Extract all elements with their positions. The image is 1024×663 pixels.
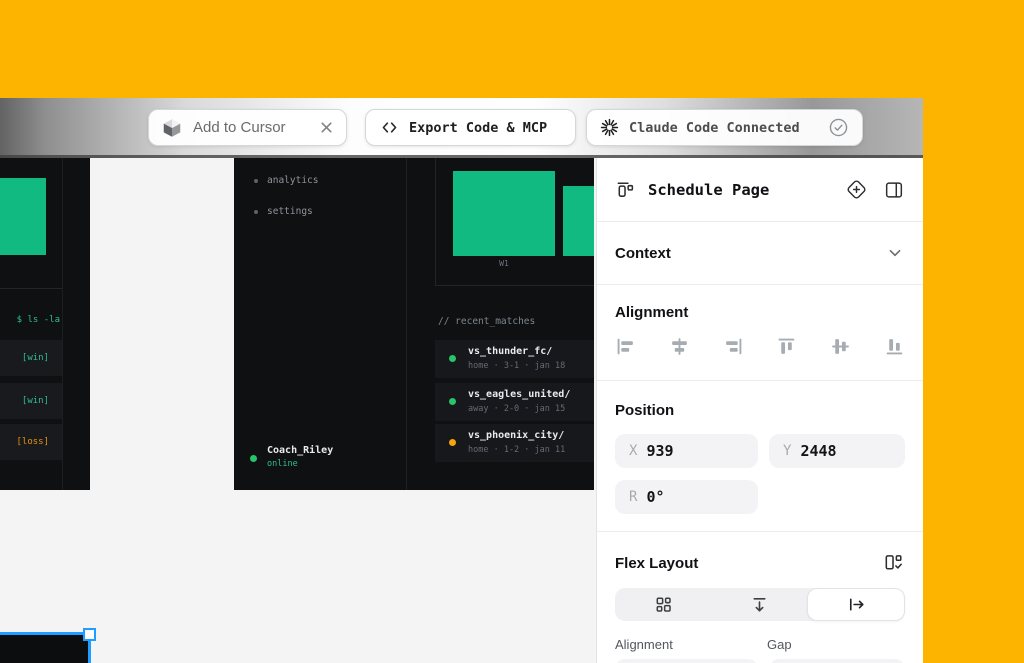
diamond-plus-icon[interactable]	[845, 178, 868, 201]
terminal-result-row: [win]	[0, 340, 62, 376]
claude-starburst-icon	[600, 118, 619, 137]
x-position-field[interactable]: X 939	[615, 434, 758, 468]
align-bottom-icon[interactable]	[884, 336, 905, 357]
terminal-command: $ ls -la	[16, 315, 60, 325]
bullet-icon	[254, 178, 258, 183]
sidebar-item-analytics[interactable]: analytics	[254, 175, 318, 186]
align-h-center-icon[interactable]	[669, 336, 690, 357]
add-to-cursor-button[interactable]: Add to Cursor	[148, 109, 347, 146]
online-status-dot	[250, 455, 257, 462]
rotation-field[interactable]: R 0°	[615, 480, 758, 514]
selection-title: Schedule Page	[648, 180, 770, 199]
win-dot-icon	[449, 398, 456, 405]
sidebar-item-settings[interactable]: settings	[254, 206, 313, 217]
bar-label: W1	[499, 259, 509, 268]
match-row[interactable]: vs_eagles_united/ away · 2-0 · jan 15	[435, 383, 594, 421]
add-to-cursor-label: Add to Cursor	[193, 119, 286, 136]
export-code-button[interactable]: Export Code & MCP	[365, 109, 576, 146]
chart-bar[interactable]	[563, 186, 594, 256]
flex-direction-control	[615, 588, 905, 621]
align-top-icon[interactable]	[776, 336, 797, 357]
dashboard-frame[interactable]: analytics settings Coach_Riley online W1…	[234, 158, 594, 490]
green-rect[interactable]	[0, 178, 46, 255]
flex-alignment-field[interactable]	[615, 659, 758, 663]
chart-bar[interactable]	[453, 171, 555, 256]
flex-alignment-label: Alignment	[615, 637, 673, 652]
alignment-section: Alignment	[597, 285, 923, 381]
flex-layout-check-icon[interactable]	[882, 552, 905, 575]
terminal-result-row: [win]	[0, 383, 62, 419]
grid-icon[interactable]	[615, 588, 711, 621]
bullet-icon	[254, 209, 258, 214]
close-icon[interactable]	[319, 120, 334, 135]
properties-panel: Schedule Page Context	[596, 158, 923, 663]
selection-handle[interactable]	[83, 628, 96, 641]
flex-layout-section: Flex Layout	[597, 532, 923, 663]
check-circle-icon	[828, 117, 849, 138]
user-name: Coach_Riley	[267, 445, 334, 456]
export-code-label: Export Code & MCP	[409, 119, 548, 136]
layout-columns-icon[interactable]	[883, 179, 905, 201]
arrow-down-to-line-icon[interactable]	[711, 588, 807, 621]
cursor-cube-icon	[161, 117, 183, 139]
terminal-frame[interactable]: $ ls -la [win] [win] [loss]	[0, 158, 90, 490]
flex-layout-label: Flex Layout	[615, 555, 699, 572]
arrow-right-from-line-icon[interactable]	[807, 588, 905, 621]
alignment-label: Alignment	[615, 304, 689, 321]
match-row[interactable]: vs_thunder_fc/ home · 3-1 · jan 18	[435, 340, 594, 378]
code-brackets-icon	[380, 118, 399, 137]
context-section[interactable]: Context	[597, 222, 923, 285]
selected-frame[interactable]	[0, 632, 91, 663]
context-label: Context	[615, 244, 671, 262]
loss-dot-icon	[449, 439, 456, 446]
align-right-icon[interactable]	[723, 336, 744, 357]
align-v-center-icon[interactable]	[830, 336, 851, 357]
align-left-icon[interactable]	[615, 336, 636, 357]
claude-code-button[interactable]: Claude Code Connected	[586, 109, 863, 146]
chevron-down-icon[interactable]	[885, 243, 905, 263]
win-dot-icon	[449, 355, 456, 362]
plugin-toolbar: Add to Cursor Export Code & MCP	[0, 98, 923, 237]
flex-gap-label: Gap	[767, 637, 792, 652]
matches-header: // recent_matches	[438, 316, 536, 327]
bar-chart[interactable]: W1	[435, 158, 594, 286]
claude-code-label: Claude Code Connected	[629, 119, 800, 136]
position-label: Position	[615, 402, 675, 419]
y-position-field[interactable]: Y 2448	[769, 434, 905, 468]
user-status: online	[267, 459, 298, 469]
match-row[interactable]: vs_phoenix_city/ home · 1-2 · jan 11	[435, 424, 594, 462]
panel-header: Schedule Page	[597, 158, 923, 222]
frame-icon	[615, 179, 636, 200]
flex-gap-field[interactable]	[769, 659, 905, 663]
terminal-result-row: [loss]	[0, 424, 62, 460]
position-section: Position X 939 Y 2448 R 0°	[597, 381, 923, 532]
